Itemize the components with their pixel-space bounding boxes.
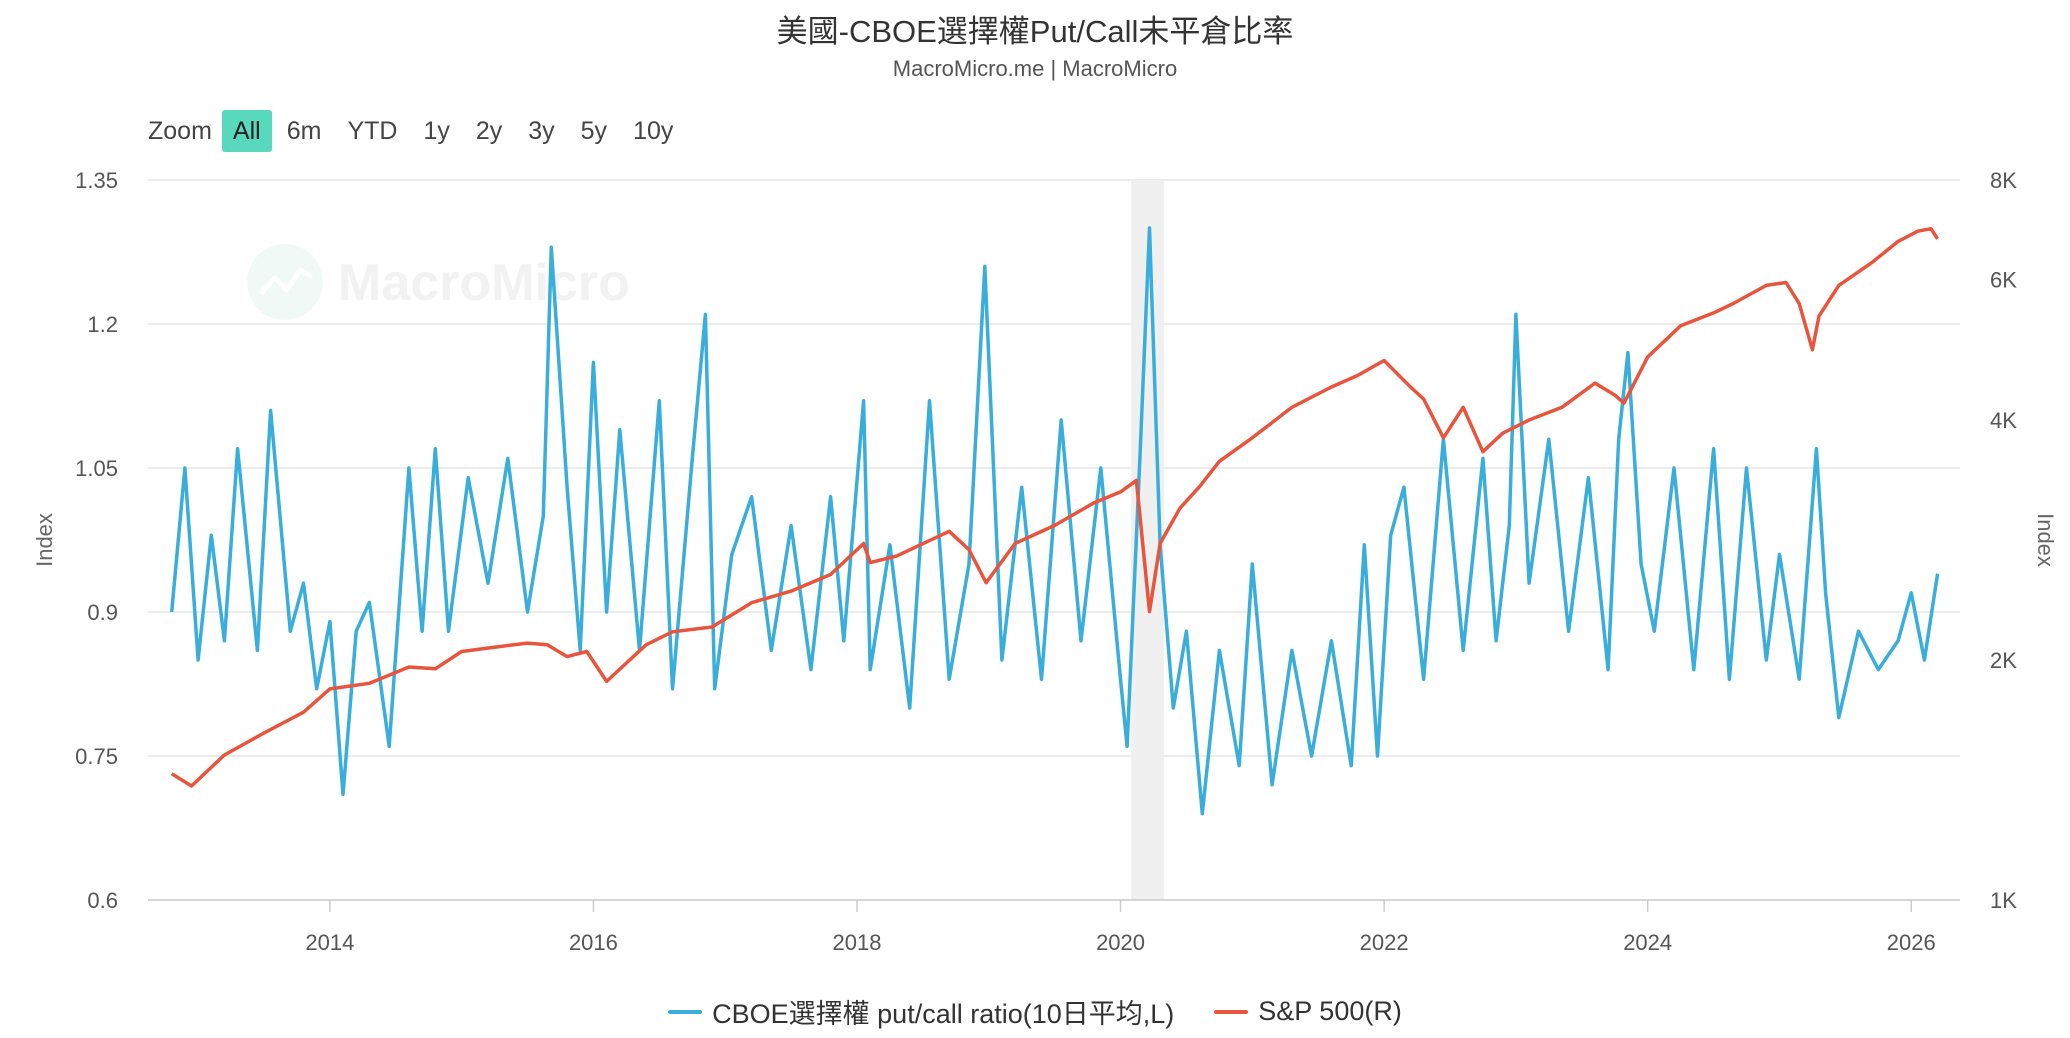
right-tick-label: 1K xyxy=(1990,888,2017,913)
legend-label-sp500: S&P 500(R) xyxy=(1258,996,1402,1026)
chart-title: 美國-CBOE選擇權Put/Call未平倉比率 xyxy=(776,14,1294,49)
zoom-button-ytd[interactable]: YTD xyxy=(347,117,398,145)
legend-label-put-call: CBOE選擇權 put/call ratio(10日平均,L) xyxy=(712,999,1175,1029)
legend-item-sp500[interactable]: S&P 500(R) xyxy=(1214,996,1402,1027)
left-axis-label: Index xyxy=(32,513,57,567)
watermark-trend-icon xyxy=(259,267,313,295)
x-tick-label: 2014 xyxy=(305,930,354,955)
zoom-button-2y[interactable]: 2y xyxy=(475,117,503,145)
legend-swatch-sp500 xyxy=(1214,1009,1249,1014)
zoom-button-3y[interactable]: 3y xyxy=(528,117,555,145)
left-tick-label: 1.35 xyxy=(75,168,118,193)
right-tick-label: 2K xyxy=(1990,648,2017,673)
x-tick-label: 2022 xyxy=(1360,930,1409,955)
right-axis-ticks: 8K 6K 4K 2K 1K xyxy=(1990,168,2017,913)
left-tick-label: 0.9 xyxy=(87,600,118,625)
x-tick-label: 2020 xyxy=(1096,930,1145,955)
zoom-button-all[interactable]: All xyxy=(221,110,272,152)
x-tick-label: 2018 xyxy=(833,930,882,955)
x-axis-ticks: 2014 2016 2018 2020 2022 2024 2026 xyxy=(148,899,1960,955)
zoom-bar: Zoom All 6m YTD 1y 2y 3y 5y 10y xyxy=(148,110,688,152)
zoom-label: Zoom xyxy=(148,116,212,145)
right-tick-label: 8K xyxy=(1990,168,2017,193)
x-tick-label: 2024 xyxy=(1623,930,1672,955)
right-tick-label: 6K xyxy=(1990,268,2017,293)
left-tick-label: 1.05 xyxy=(75,456,118,481)
series-lines xyxy=(169,226,1940,816)
x-tick-label: 2016 xyxy=(569,930,618,955)
put-call-ratio-line xyxy=(169,226,1940,816)
legend: CBOE選擇權 put/call ratio(10日平均,L) S&P 500(… xyxy=(0,992,2070,1031)
legend-item-put-call[interactable]: CBOE選擇權 put/call ratio(10日平均,L) xyxy=(668,992,1174,1031)
zoom-button-6m[interactable]: 6m xyxy=(286,117,322,145)
chart-subtitle: MacroMicro.me | MacroMicro xyxy=(892,56,1178,81)
x-tick-label: 2026 xyxy=(1887,930,1936,955)
left-tick-label: 0.75 xyxy=(75,744,118,769)
legend-swatch-put-call xyxy=(668,1009,703,1014)
chart-plot[interactable]: MacroMicro 1.35 1.2 1.05 0.9 0.75 0.6 8K 6K 4K 2… xyxy=(0,0,2070,990)
zoom-button-5y[interactable]: 5y xyxy=(580,117,608,145)
watermark-logo-icon xyxy=(247,244,323,320)
right-axis-label: Index xyxy=(2033,513,2058,567)
zoom-button-10y[interactable]: 10y xyxy=(633,117,674,145)
watermark-text: MacroMicro xyxy=(338,254,630,312)
zoom-button-1y[interactable]: 1y xyxy=(423,117,450,145)
sp500-line xyxy=(170,226,1940,788)
left-tick-label: 0.6 xyxy=(87,888,118,913)
right-tick-label: 4K xyxy=(1990,408,2017,433)
left-tick-label: 1.2 xyxy=(87,312,118,337)
left-axis-ticks: 1.35 1.2 1.05 0.9 0.75 0.6 xyxy=(75,168,118,913)
watermark: MacroMicro xyxy=(247,244,630,320)
